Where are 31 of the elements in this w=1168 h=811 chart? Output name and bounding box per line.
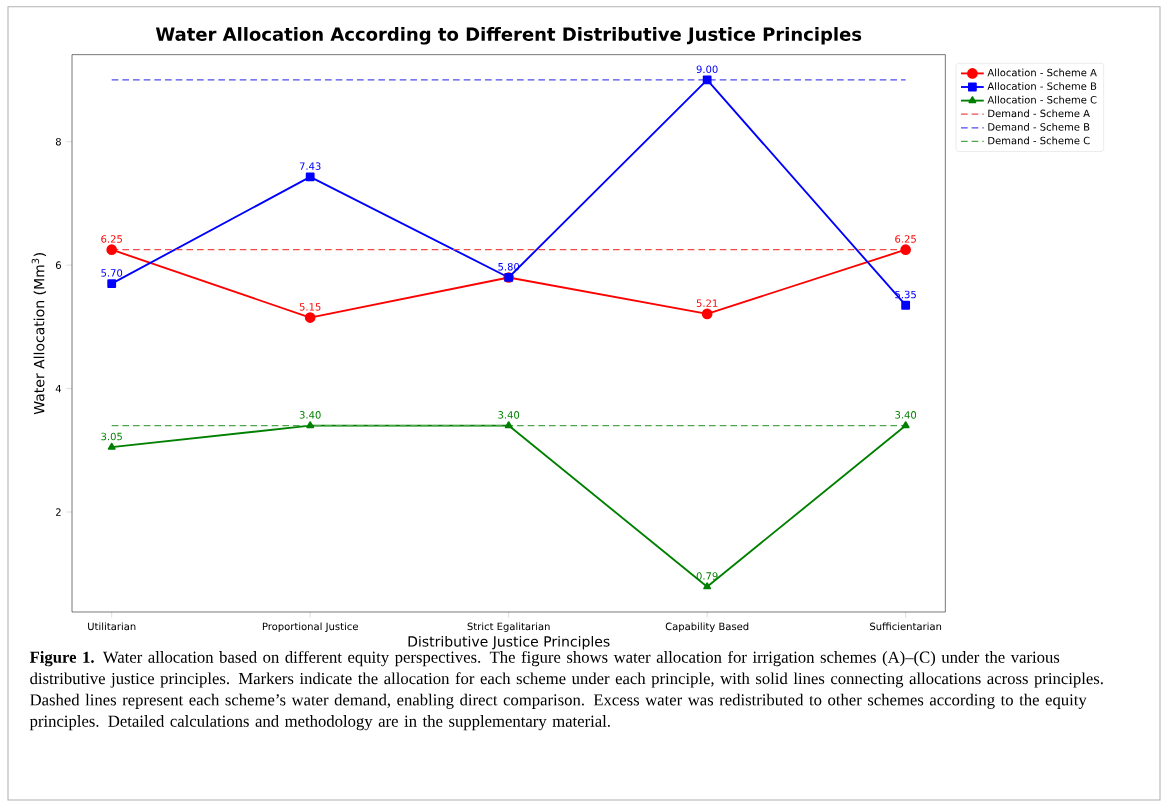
legend-label: Allocation - Scheme B [987,82,1097,91]
data-label: 5.80 [498,263,520,271]
legend-label: Demand - Scheme A [988,109,1090,118]
data-label: 3.40 [498,411,520,419]
y-tick-label: 8 [55,138,61,146]
text: Figure 1. Water allocation based on different equity perspectives. The figure shows water allocation for irrigation schemes (A)–(C) under the various distributive justice principles. Markers indicate the allocation for each scheme under each principle, with solid lines connecting allocations across principles. Dashed lines represent each scheme’s water demand, enabling direct comparison. Excess water was redistributed to other schemes according to the equity principles. Detailed calculations and methodology are in the supplementary material. [29,651,1103,731]
y-axis-title: Water Allocation (Mm$^{3}$) [31,253,47,415]
x-tick-label: Utilitarian [88,622,136,631]
x-tick-label: Capability Based [665,622,749,633]
data-label: 6.25 [895,235,916,243]
data-label: 5.15 [299,303,321,311]
data-label: 5.21 [696,299,718,308]
x-tick-label: Strict Egalitarian [467,622,550,633]
legend-label: Demand - Scheme C [988,136,1090,145]
y-tick-label: 6 [55,261,61,270]
chart-title: Water Allocation According to Different Distributive Justice Principles [155,27,862,45]
data-label: 3.05 [101,432,122,441]
x-tick-label: Proportional Justice [262,622,358,633]
legend-label: Allocation - Scheme A [987,68,1097,77]
x-axis-title: Distributive Justice Principles [408,636,610,650]
y-tick-label: 4 [55,385,62,393]
legend-label: Demand - Scheme B [988,123,1090,131]
data-label: 6.25 [101,235,122,243]
data-label: 3.40 [895,411,917,419]
data-label: 9.00 [696,65,718,74]
data-label: 7.43 [299,162,321,171]
y-tick-label: 2 [55,508,61,516]
data-label: 5.70 [101,269,123,277]
x-tick-label: Sufficientarian [870,622,942,631]
data-label: 3.40 [299,411,321,419]
legend-label: Allocation - Scheme C [987,95,1097,104]
